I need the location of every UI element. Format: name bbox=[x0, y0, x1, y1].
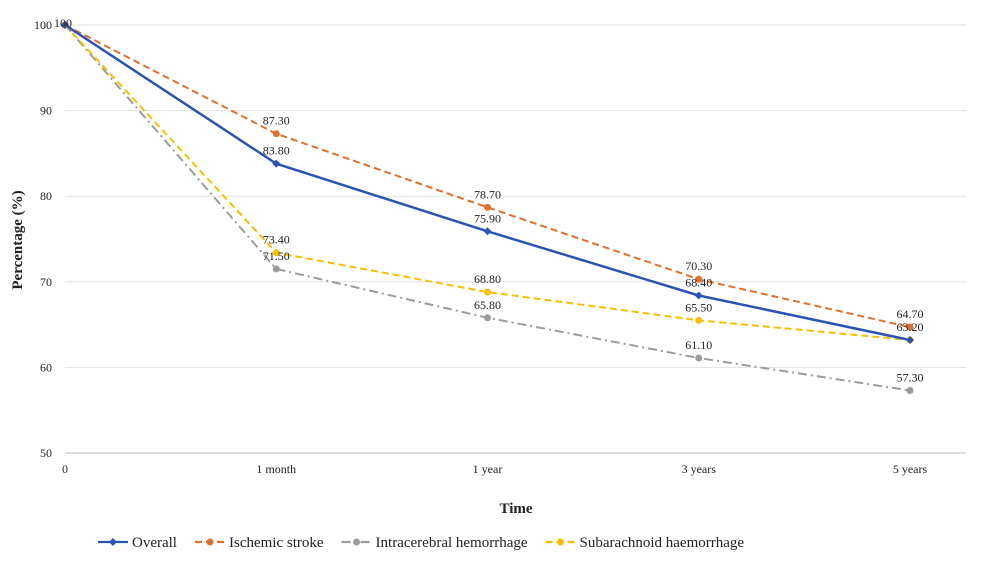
y-tick-label: 70 bbox=[40, 275, 52, 289]
data-label: 70.30 bbox=[685, 259, 712, 273]
x-tick-label: 3 years bbox=[682, 462, 717, 476]
legend-marker bbox=[557, 538, 565, 546]
data-label: 65.50 bbox=[685, 300, 712, 314]
data-label: 83.80 bbox=[263, 144, 290, 158]
legend-label: Subarachnoid haemorrhage bbox=[580, 535, 745, 551]
data-point bbox=[484, 288, 491, 296]
data-labels: 100 83.80 75.90 68.40 63.20 87.30 78.70 70.30 64… bbox=[54, 16, 924, 385]
data-label: 87.30 bbox=[263, 114, 290, 128]
data-label: 63.20 bbox=[897, 320, 924, 334]
data-point bbox=[906, 387, 914, 395]
y-tick-label: 80 bbox=[40, 189, 52, 203]
y-axis-title: Percentage (%) bbox=[10, 190, 26, 289]
x-tick-label: 0 bbox=[62, 462, 68, 476]
data-point bbox=[272, 130, 280, 138]
series-markers bbox=[61, 21, 914, 395]
data-label: 75.90 bbox=[474, 211, 501, 225]
x-tick-label: 1 month bbox=[256, 462, 296, 476]
legend-label: Overall bbox=[132, 535, 177, 551]
legend-label: Intracerebral hemorrhage bbox=[376, 535, 528, 551]
data-point bbox=[695, 275, 703, 283]
data-point bbox=[272, 249, 280, 257]
x-axis-title: Time bbox=[499, 501, 532, 517]
data-label: 78.70 bbox=[474, 187, 501, 201]
data-label: 73.40 bbox=[263, 233, 290, 247]
y-tick-label: 50 bbox=[40, 446, 52, 460]
data-point bbox=[272, 265, 280, 273]
data-point bbox=[695, 354, 703, 362]
legend-item-3: Subarachnoid haemorrhage bbox=[545, 535, 745, 551]
legend-item-1: Ischemic stroke bbox=[194, 535, 324, 551]
data-point bbox=[272, 159, 281, 168]
data-label: 65.80 bbox=[474, 298, 501, 312]
data-point bbox=[906, 323, 914, 331]
x-tick-label: 1 year bbox=[473, 462, 503, 476]
data-label: 100 bbox=[54, 16, 72, 30]
data-label: 71.50 bbox=[263, 249, 290, 263]
legend-label: Ischemic stroke bbox=[229, 535, 324, 551]
legend-marker bbox=[109, 538, 117, 546]
legend-marker bbox=[206, 538, 214, 546]
y-tick-label: 90 bbox=[40, 104, 52, 118]
x-axis-ticks: 0 1 month 1 year 3 years 5 years bbox=[62, 462, 927, 476]
data-label: 61.10 bbox=[685, 338, 712, 352]
x-tick-label: 5 years bbox=[893, 462, 928, 476]
y-tick-label: 60 bbox=[40, 360, 52, 374]
gridlines bbox=[65, 24, 966, 454]
legend-item-0: Overall bbox=[98, 535, 177, 551]
y-tick-label: 100 bbox=[34, 18, 52, 32]
series-line-3 bbox=[64, 24, 911, 342]
data-point bbox=[695, 316, 703, 324]
legend-marker bbox=[353, 538, 361, 546]
legend-item-2: Intracerebral hemorrhage bbox=[341, 535, 528, 551]
data-label: 68.40 bbox=[685, 275, 712, 289]
data-label: 68.80 bbox=[474, 272, 501, 286]
data-point bbox=[484, 314, 491, 322]
data-point bbox=[61, 21, 69, 29]
data-point bbox=[484, 203, 491, 211]
data-point bbox=[483, 227, 492, 236]
data-point bbox=[694, 291, 703, 300]
legend: Overall Ischemic stroke Intracerebral hemo… bbox=[98, 535, 744, 551]
y-axis-ticks: 50 60 70 80 90 100 bbox=[34, 18, 52, 460]
data-point bbox=[906, 336, 914, 345]
series-line-1 bbox=[64, 24, 911, 329]
data-label: 57.30 bbox=[897, 371, 924, 385]
data-label: 64.70 bbox=[897, 307, 924, 321]
